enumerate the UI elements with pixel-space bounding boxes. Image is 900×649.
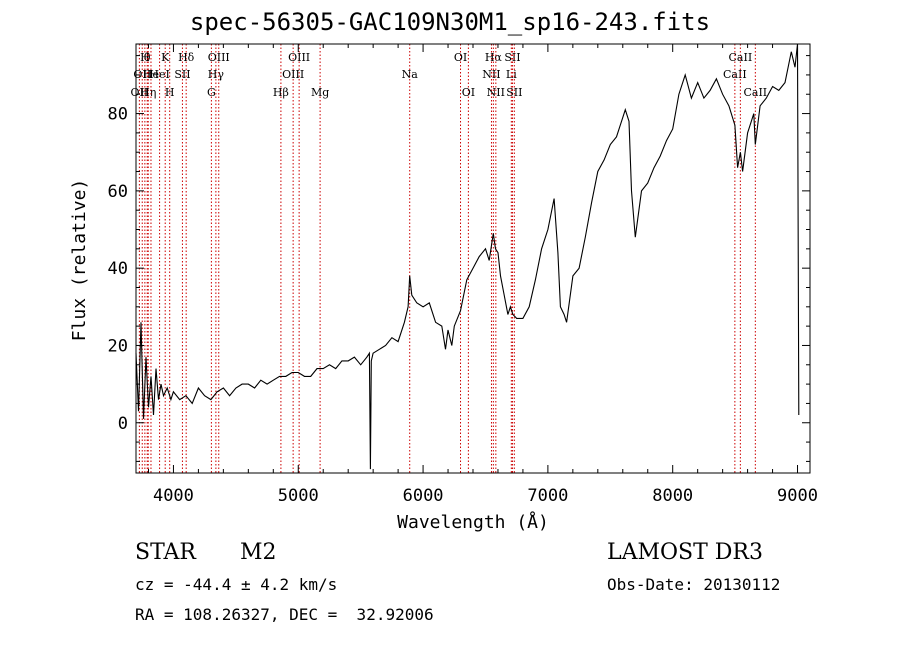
plot-frame: [135, 43, 811, 474]
x-tick-label: 8000: [652, 486, 693, 506]
y-axis-label: Flux (relative): [69, 179, 90, 342]
line-marker-label: He: [143, 68, 159, 81]
line-marker-label: OIII: [208, 51, 230, 64]
line-marker-label: H: [140, 51, 150, 64]
line-marker-label: OIII: [282, 68, 304, 81]
x-tick-label: 4000: [153, 486, 194, 506]
x-tick-label: 6000: [403, 486, 444, 506]
object-subclass: M2: [240, 540, 277, 565]
line-marker-label: SII: [174, 68, 190, 81]
line-marker-label: Li: [506, 68, 517, 81]
line-markers: OIIOIIHθHηHeHeIKHSIIHδGHγOIIIHβOIIIOIIIM…: [131, 44, 767, 473]
line-marker-label: CaII: [729, 51, 753, 64]
line-marker-label: Mg: [311, 86, 329, 99]
spectrum-line: [135, 43, 800, 470]
x-axis-label: Wavelength (Å): [397, 511, 549, 533]
line-marker-label: Hη: [140, 86, 156, 99]
line-marker-label: Na: [402, 68, 419, 81]
line-marker-label: SII: [504, 51, 520, 64]
redshift-value: cz = -44.4 ± 4.2 km/s: [135, 575, 338, 594]
line-marker-label: Hβ: [273, 86, 289, 99]
chart-title: spec-56305-GAC109N30M1_sp16-243.fits: [189, 8, 711, 36]
object-class: STAR: [135, 540, 196, 565]
y-tick-label: 60: [108, 182, 128, 202]
line-marker-label: NII: [482, 68, 500, 81]
line-marker-label: H: [165, 86, 175, 99]
line-marker-label: θ: [144, 51, 151, 64]
line-marker-label: SII: [506, 86, 522, 99]
y-tick-label: 80: [108, 105, 128, 125]
observation-date: Obs-Date: 20130112: [607, 575, 781, 594]
line-marker-label: Hα: [485, 51, 503, 64]
line-marker-label: Hγ: [208, 68, 225, 81]
line-marker-label: OII: [133, 68, 151, 81]
line-marker-label: OI: [462, 86, 475, 99]
line-marker-label: CaII: [743, 86, 767, 99]
coordinates: RA = 108.26327, DEC = 32.92006: [135, 605, 434, 624]
axes: 4000 5000 6000 7000 8000 9000 0 20 40 60 80: [108, 44, 818, 506]
line-marker-label: OII: [131, 86, 149, 99]
y-tick-label: 0: [118, 414, 128, 434]
survey-name: LAMOST DR3: [607, 540, 763, 565]
y-tick-label: 40: [108, 259, 128, 279]
line-marker-label: NII: [487, 86, 505, 99]
line-marker-label: K: [161, 51, 170, 64]
x-tick-label: 5000: [278, 486, 319, 506]
line-marker-label: HeI: [149, 68, 169, 81]
line-marker-label: G: [207, 86, 216, 99]
line-marker-label: Hδ: [178, 51, 195, 64]
x-tick-label: 9000: [777, 486, 818, 506]
x-tick-label: 7000: [527, 486, 568, 506]
line-marker-label: OIII: [288, 51, 310, 64]
line-marker-label: CaII: [723, 68, 747, 81]
line-marker-label: OI: [454, 51, 467, 64]
y-tick-label: 20: [108, 336, 128, 356]
